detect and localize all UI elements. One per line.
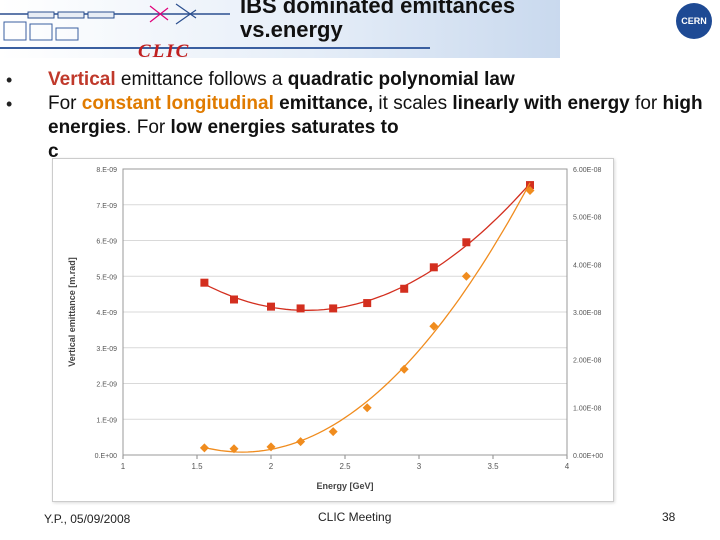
bullet-2-part: emittance, [273, 93, 374, 114]
bullet-marker-2: • [6, 94, 13, 114]
plot-area-frame [122, 168, 568, 456]
y-left-tick-label: 5.E-09 [96, 274, 117, 281]
y-right-tick-label: 1.00E-08 [573, 405, 602, 412]
bullet-2-part: low energies saturates to [170, 117, 399, 138]
bullet-marker-1: • [6, 70, 13, 90]
data-point-diamond [399, 364, 409, 374]
bullet-1-end: quadratic polynomial law [287, 69, 515, 90]
x-axis-label: Energy [GeV] [316, 481, 373, 491]
data-point-square [429, 263, 438, 272]
bullet-2: For constant longitudinal emittance, it … [48, 92, 713, 164]
data-point-square [363, 299, 372, 308]
y-axis-label: Vertical emittance [m.rad] [67, 257, 77, 367]
x-tick-label: 1 [121, 462, 126, 471]
data-point-diamond [296, 437, 306, 447]
x-tick-label: 1.5 [191, 462, 203, 471]
title-line-2: vs.energy [240, 17, 343, 42]
y-left-tick-label: 2.E-09 [96, 382, 117, 389]
data-point-square [526, 181, 534, 190]
y-right-tick-label: 4.00E-08 [573, 262, 602, 269]
cern-logo: CERN [676, 3, 712, 39]
emittance-chart: 0.E+00 1.E-09 2.E-09 3.E-09 4.E-09 5.E-09 6.E-… [52, 158, 614, 502]
y-left-tick-label: 3.E-09 [96, 346, 117, 353]
slide-title: IBS dominated emittances vs.energy [240, 0, 660, 42]
data-point-diamond [362, 403, 372, 413]
y-left-tick-label: 7.E-09 [96, 203, 117, 210]
slide-header: IBS dominated emittances vs.energy CLIC … [0, 0, 720, 62]
x-tick-label: 4 [565, 462, 570, 471]
accelerator-graphic [0, 3, 230, 41]
clic-logo: CLIC [138, 41, 191, 62]
data-point-square [296, 304, 305, 313]
data-point-diamond [266, 442, 276, 452]
data-point-square [400, 284, 409, 293]
y-right-tick-label: 3.00E-08 [573, 310, 602, 317]
chart-svg: 0.E+00 1.E-09 2.E-09 3.E-09 4.E-09 5.E-09 6.E-… [67, 167, 603, 491]
data-point-square [329, 304, 338, 313]
data-point-diamond [199, 443, 209, 453]
trendline-2 [204, 182, 531, 453]
data-point-square [462, 238, 471, 247]
data-point-diamond [328, 427, 338, 437]
y-right-tick-label: 2.00E-08 [573, 358, 602, 365]
y-right-tick-label: 5.00E-08 [573, 215, 602, 222]
page-number: 38 [662, 510, 676, 524]
footer-author-date: Y.P., 05/09/2008 [44, 512, 131, 526]
y-left-tick-label: 0.E+00 [95, 453, 117, 460]
bullet-1: Vertical emittance follows a quadratic p… [48, 68, 713, 92]
y-right-tick-label: 0.00E+00 [573, 453, 603, 460]
data-point-square [267, 302, 275, 311]
x-tick-label: 3 [417, 462, 422, 471]
data-point-square [200, 278, 209, 287]
data-point-diamond [429, 321, 439, 331]
bullet-2-part: c [48, 141, 59, 162]
data-point-square [230, 295, 238, 304]
bullet-1-mid: emittance follows a [115, 69, 288, 90]
bullet-2-part: it scales [373, 93, 453, 114]
title-line-1: IBS dominated emittances [240, 0, 516, 18]
x-tick-label: 3.5 [487, 462, 499, 471]
data-point-diamond [461, 271, 471, 281]
data-point-diamond [229, 444, 239, 454]
x-tick-label: 2.5 [339, 462, 351, 471]
y-left-tick-label: 8.E-09 [96, 167, 117, 174]
y-left-tick-label: 4.E-09 [96, 310, 117, 317]
x-tick-label: 2 [269, 462, 274, 471]
y-left-tick-label: 1.E-09 [96, 417, 117, 424]
bullet-2-part: . For [126, 117, 171, 138]
y-right-tick-label: 6.00E-08 [573, 167, 602, 174]
y-left-tick-label: 6.E-09 [96, 239, 117, 246]
bullet-1-highlight: Vertical [48, 69, 116, 90]
bullet-2-part: linearly with energy [452, 93, 630, 114]
bullet-2-part: for [629, 93, 663, 114]
bullet-2-part: high energies [48, 93, 703, 138]
header-rule [0, 47, 430, 49]
data-point-diamond [525, 185, 535, 195]
trendline-1 [204, 183, 531, 311]
footer-meeting: CLIC Meeting [318, 510, 392, 524]
bullet-2-part: For [48, 93, 82, 114]
bullet-2-highlight: constant longitudinal [81, 93, 274, 114]
